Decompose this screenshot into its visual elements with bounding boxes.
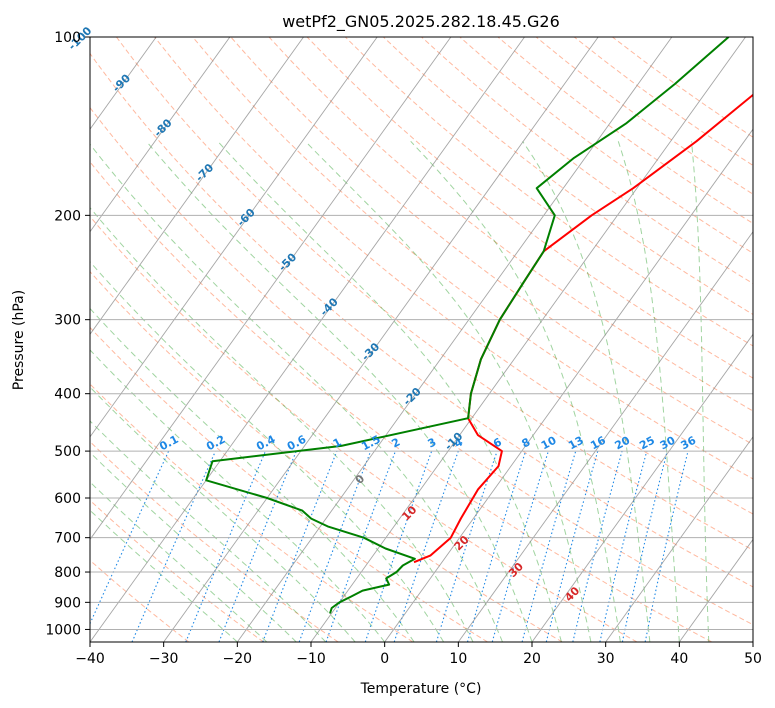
isotherm-line — [678, 538, 753, 642]
mixing-ratio-line — [435, 450, 498, 642]
dewpoint-profile — [205, 37, 730, 614]
y-tick-label: 600 — [54, 491, 81, 507]
mixing-ratio-line — [218, 450, 297, 642]
isotherm-line — [163, 37, 599, 642]
x-tick-label: −10 — [296, 651, 326, 667]
x-tick-label: −30 — [149, 651, 179, 667]
dry-adiabats — [90, 37, 753, 642]
x-tick-label: 0 — [380, 651, 389, 667]
x-tick-label: 40 — [670, 651, 688, 667]
mixing-ratio-line — [545, 450, 599, 642]
sounding-curves — [205, 37, 753, 614]
isotherms — [90, 37, 753, 642]
mixing-ratio-label: 10 — [539, 434, 559, 453]
mixing-ratio-line — [599, 450, 648, 642]
mixing-ratio-line — [262, 450, 338, 642]
y-tick-label: 200 — [54, 208, 81, 224]
mixing-ratio-line — [466, 450, 527, 642]
plot-area — [90, 37, 753, 642]
isotherm-line — [90, 37, 231, 233]
mixing-ratio-line — [621, 450, 668, 642]
dry-adiabat — [344, 37, 753, 347]
dry-adiabat — [90, 215, 638, 642]
y-tick-label: 700 — [54, 531, 81, 547]
dry-adiabat — [90, 106, 753, 626]
y-tick-label: 1000 — [45, 622, 81, 638]
mixing-ratio-label: 16 — [588, 434, 608, 453]
isotherm-line — [90, 37, 304, 336]
mixing-ratio-line — [644, 450, 689, 642]
y-tick-label: 800 — [54, 565, 81, 581]
x-tick-label: 10 — [449, 651, 467, 667]
dry-adiabat — [90, 270, 563, 642]
isotherm-line — [310, 37, 746, 642]
y-tick-label: 300 — [54, 313, 81, 329]
isotherm-line — [384, 128, 753, 642]
mixing-ratio-line — [325, 450, 397, 642]
mixing-ratio-line — [572, 450, 623, 642]
x-tick-label: −20 — [223, 651, 253, 667]
mixing-ratio-label: 25 — [637, 434, 657, 453]
dry-adiabat — [154, 37, 753, 515]
isotherm-line — [90, 37, 525, 642]
isotherm-line — [90, 37, 452, 541]
x-tick-label: 50 — [744, 651, 762, 667]
dry-adiabat — [268, 37, 753, 412]
dry-adiabat — [383, 37, 753, 316]
x-tick-label: 30 — [597, 651, 615, 667]
isotherm-line — [236, 37, 673, 642]
x-tick-label: 20 — [523, 651, 541, 667]
mixing-ratio-label: 20 — [613, 434, 633, 453]
dry-adiabat — [90, 559, 190, 642]
isobars — [90, 37, 753, 630]
plot-frame — [89, 36, 754, 643]
mixing-ratio-line — [521, 450, 577, 642]
mixing-ratio-label: 30 — [658, 434, 678, 453]
y-tick-label: 500 — [54, 444, 81, 460]
y-tick-label: 100 — [54, 30, 81, 46]
mixing-ratio-label: 13 — [566, 434, 586, 453]
y-axis-title: Pressure (hPa) — [11, 290, 27, 390]
mixing-ratio-line — [364, 450, 433, 642]
chart-title: wetPf2_GN05.2025.282.18.45.G26 — [282, 12, 560, 32]
y-tick-label: 900 — [54, 595, 81, 611]
dry-adiabat — [90, 52, 753, 588]
mixing-ratio-line — [185, 450, 267, 642]
isotherm-line — [457, 230, 753, 642]
x-axis-title: Temperature (°C) — [360, 681, 482, 697]
x-tick-label: −40 — [75, 651, 105, 667]
dry-adiabat — [230, 37, 753, 446]
y-axis-ticks: 100 200 300 400 500 600 700 800 900 1000 — [45, 30, 90, 638]
dry-adiabat — [421, 37, 753, 285]
mixing-ratio-label: 36 — [679, 434, 699, 453]
dry-adiabat — [90, 383, 414, 642]
isotherm-line — [605, 436, 753, 642]
x-axis-ticks: −40 −30 −20 −10 0 10 20 30 40 50 — [75, 642, 762, 667]
isotherm-line — [531, 333, 753, 642]
isotherm-line — [90, 37, 378, 438]
mixing-ratio-line — [298, 450, 372, 642]
y-tick-label: 400 — [54, 387, 81, 403]
